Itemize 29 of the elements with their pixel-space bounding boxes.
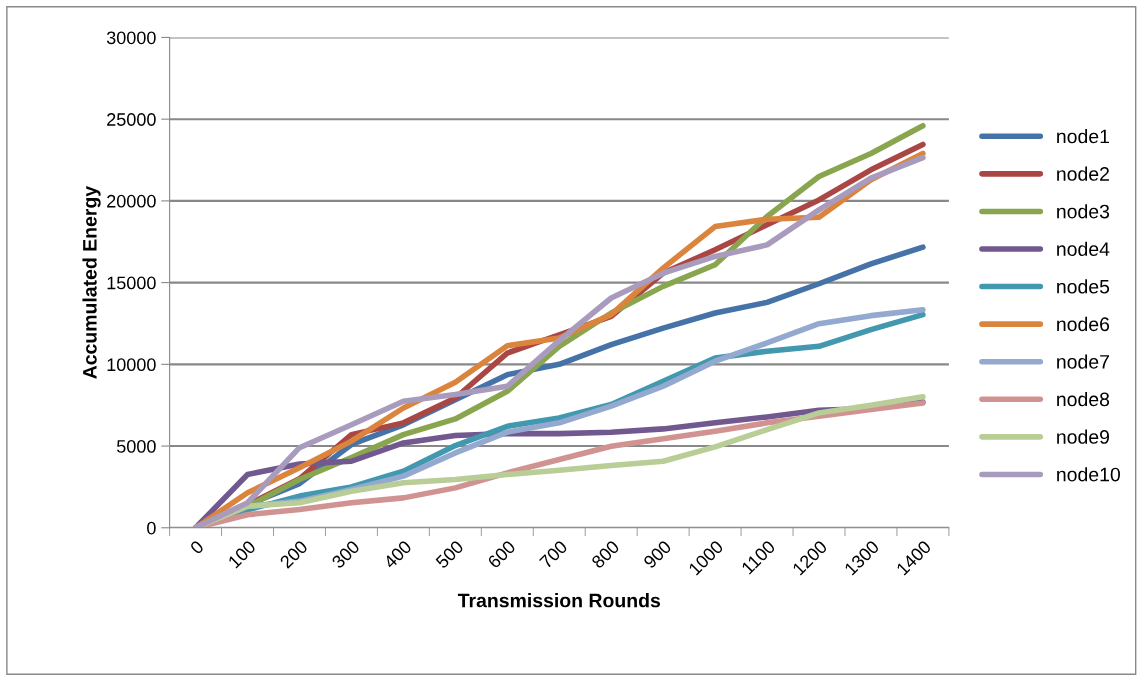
y-tick-label: 25000: [107, 113, 156, 126]
y-tick-label: 5000: [116, 439, 156, 453]
legend-label: node2: [1057, 166, 1109, 181]
legend-label: node10: [1057, 467, 1120, 482]
legend-label: node3: [1057, 204, 1110, 219]
x-tick-label: 300: [330, 539, 361, 570]
x-tick-label: 400: [382, 539, 413, 570]
y-tick-label: 0: [147, 521, 156, 535]
y-tick-label: 20000: [107, 194, 156, 208]
x-tick-label: 100: [227, 539, 257, 569]
legend-label: node1: [1057, 129, 1109, 144]
y-tick-label: 30000: [106, 31, 156, 45]
legend-label: node4: [1057, 241, 1110, 256]
x-tick-label: 0: [189, 539, 205, 555]
legend-label: node6: [1057, 316, 1110, 332]
x-tick-label: 700: [538, 539, 569, 569]
y-tick-label: 15000: [107, 276, 156, 290]
y-tick-label: 10000: [107, 358, 156, 372]
x-tick-label: 900: [642, 539, 673, 569]
legend-label: node9: [1057, 429, 1110, 444]
x-axis-title: Transmission Rounds: [457, 593, 661, 608]
x-tick-label: 200: [279, 539, 309, 569]
legend-label: node7: [1057, 354, 1109, 369]
legend-label: node5: [1057, 279, 1110, 294]
x-tick-label: 500: [434, 539, 465, 570]
x-tick-label: 800: [590, 539, 621, 570]
x-tick-label: 600: [486, 539, 517, 569]
y-axis-title: Accumulated Energy: [82, 186, 101, 379]
legend-label: node8: [1057, 391, 1110, 407]
